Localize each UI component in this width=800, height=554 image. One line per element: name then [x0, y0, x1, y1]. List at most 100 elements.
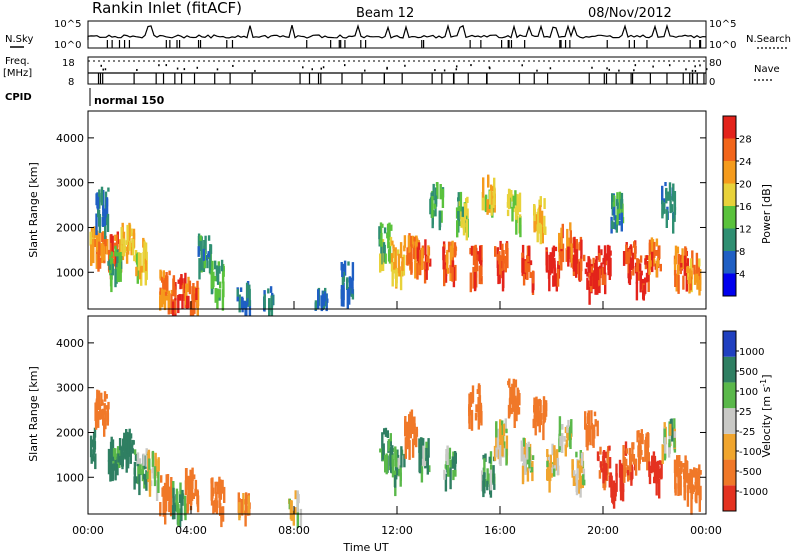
data-cell — [682, 275, 685, 290]
nave-dot — [302, 66, 304, 69]
data-cell — [142, 252, 145, 269]
data-cell — [102, 408, 105, 426]
data-cell — [620, 192, 624, 200]
data-cell — [379, 448, 382, 453]
data-cell — [539, 196, 542, 208]
data-cell — [615, 473, 618, 492]
data-cell — [451, 259, 454, 282]
data-cell — [320, 295, 323, 307]
data-cell — [493, 177, 496, 195]
data-cell — [192, 492, 195, 499]
data-cell — [606, 449, 610, 467]
data-cell — [602, 451, 605, 466]
data-cell — [548, 272, 551, 292]
data-cell — [552, 245, 556, 257]
data-cell — [115, 267, 119, 282]
data-cell — [119, 256, 123, 269]
data-cell — [177, 295, 180, 314]
colorbar-segment — [723, 251, 736, 274]
data-cell — [475, 404, 478, 413]
data-cell — [469, 272, 472, 293]
data-cell — [482, 454, 485, 460]
data-cell — [116, 249, 119, 265]
data-cell — [399, 270, 403, 291]
data-cell — [682, 463, 685, 468]
data-cell — [143, 241, 146, 259]
data-cell — [625, 448, 628, 454]
data-cell — [168, 486, 171, 508]
power-colorbar: 28 24 20 16 12 8 4 — [722, 115, 752, 297]
data-cell — [200, 255, 203, 271]
data-cell — [192, 283, 195, 293]
nave-dot — [652, 65, 654, 68]
data-cell — [114, 245, 117, 257]
data-cell — [472, 266, 475, 289]
data-cell — [107, 460, 111, 475]
data-cell — [668, 439, 671, 448]
data-cell — [493, 186, 496, 205]
data-cell — [652, 259, 656, 267]
data-cell — [408, 440, 411, 460]
data-cell — [170, 477, 173, 495]
nave-dot — [634, 64, 637, 67]
data-cell — [657, 465, 660, 475]
data-cell — [244, 510, 247, 527]
data-cell — [517, 407, 521, 415]
data-cell — [677, 471, 680, 489]
data-cell — [95, 230, 99, 252]
data-cell — [494, 246, 497, 257]
data-cell — [238, 502, 241, 521]
noise-line — [87, 23, 707, 40]
data-cell — [415, 432, 418, 448]
data-cell — [179, 482, 182, 500]
data-cell — [449, 459, 453, 468]
nave-dot — [311, 68, 313, 71]
data-cell — [150, 480, 153, 487]
data-cell — [160, 475, 163, 483]
data-cell — [442, 246, 445, 261]
data-cell — [587, 413, 590, 424]
data-cell — [628, 447, 631, 455]
data-cell — [397, 253, 401, 274]
data-cell — [119, 445, 122, 466]
data-cell — [433, 203, 437, 209]
data-cell — [128, 245, 131, 251]
data-cell — [635, 271, 639, 284]
nave-dot — [165, 64, 168, 67]
colorbar-segment — [723, 459, 736, 486]
data-cell — [91, 441, 94, 448]
data-cell — [496, 428, 500, 450]
data-cell — [471, 385, 475, 402]
data-cell — [542, 413, 545, 420]
data-cell — [673, 431, 677, 438]
data-cell — [596, 420, 599, 437]
data-cell — [413, 416, 416, 425]
data-cell — [131, 239, 135, 256]
data-cell — [614, 482, 617, 497]
data-cell — [655, 250, 658, 256]
data-cell — [405, 421, 409, 439]
data-cell — [501, 271, 505, 292]
data-cell — [489, 190, 492, 205]
colorbar-tick-label: 500 — [739, 367, 758, 378]
data-cell — [268, 298, 271, 319]
data-cell — [415, 426, 418, 437]
data-cell — [454, 245, 457, 256]
data-cell — [165, 474, 168, 493]
data-cell — [446, 267, 449, 274]
data-cell — [651, 456, 654, 473]
data-cell — [526, 245, 530, 264]
data-cell — [165, 294, 169, 301]
data-cell — [521, 465, 525, 485]
data-cell — [575, 259, 578, 278]
data-cell — [397, 468, 401, 476]
data-cell — [391, 453, 394, 463]
data-cell — [677, 274, 680, 294]
data-cell — [93, 427, 97, 438]
data-cell — [289, 500, 293, 520]
nsearch-label: N.Search — [746, 34, 791, 45]
data-cell — [592, 275, 595, 281]
y-tick-label: 4000 — [56, 132, 84, 145]
data-cell — [661, 444, 664, 464]
data-cell — [511, 383, 514, 405]
